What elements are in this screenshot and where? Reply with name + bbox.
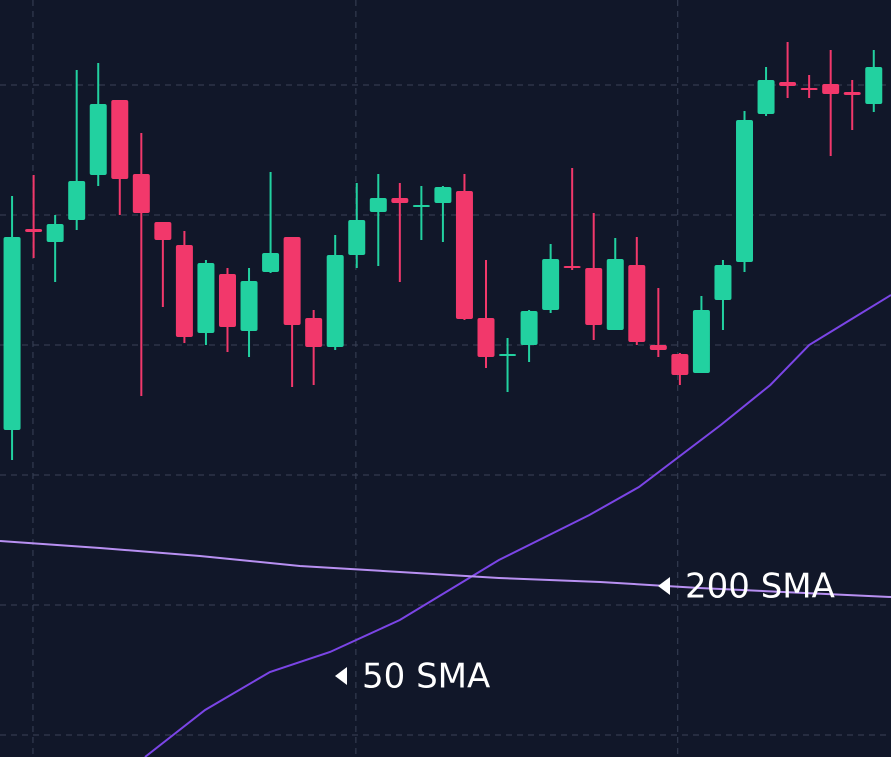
- annotation-pointer: [658, 577, 670, 595]
- candle-body: [89, 104, 107, 175]
- candle-body: [455, 191, 473, 319]
- candle-body: [671, 354, 689, 375]
- candle-body: [520, 311, 538, 345]
- candle-body: [714, 265, 732, 300]
- candle-body: [822, 84, 840, 94]
- candle-body: [326, 255, 344, 347]
- candle-body: [606, 259, 624, 330]
- candle-body: [692, 310, 710, 373]
- candle-body: [283, 237, 301, 325]
- candle-body: [240, 281, 258, 331]
- candle-body: [369, 198, 387, 212]
- candle-body: [197, 263, 215, 333]
- candle-body: [477, 318, 495, 357]
- sma-line: [144, 294, 891, 757]
- candle-body: [262, 253, 280, 272]
- annotation-label: 50 SMA: [362, 657, 490, 697]
- candle-body: [68, 181, 86, 220]
- candle-body: [757, 80, 775, 114]
- candle-body: [111, 100, 129, 179]
- candle-body: [46, 224, 64, 242]
- candle-body: [154, 222, 172, 240]
- candle-body: [412, 205, 430, 207]
- candle-body: [736, 120, 754, 262]
- candle-body: [649, 345, 667, 350]
- candle-body: [132, 174, 150, 213]
- annotation-label: 200 SMA: [685, 567, 835, 607]
- candle-body: [434, 187, 452, 203]
- candle-body: [542, 259, 560, 310]
- candle-body: [628, 265, 646, 342]
- candle-body: [563, 266, 581, 268]
- candle-body: [779, 82, 797, 86]
- candle-body: [865, 67, 883, 104]
- annotation-pointer: [335, 667, 347, 685]
- candle-body: [348, 220, 366, 255]
- candle-body: [25, 229, 43, 232]
- candle-body: [305, 318, 323, 347]
- candle-body: [499, 354, 517, 356]
- candle-body: [3, 237, 21, 430]
- candle-body: [175, 245, 193, 337]
- candles: [3, 42, 883, 460]
- candle-body: [391, 198, 409, 203]
- candle-body: [843, 92, 861, 95]
- candle-body: [218, 274, 236, 327]
- candle-body: [585, 268, 603, 325]
- candle-body: [800, 88, 818, 90]
